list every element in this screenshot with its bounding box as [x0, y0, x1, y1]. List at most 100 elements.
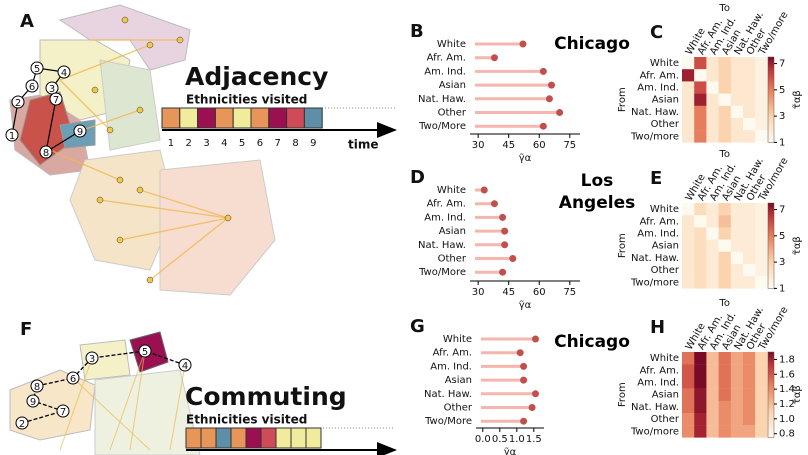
heat-cell — [694, 276, 707, 289]
row-label: Other — [651, 265, 680, 276]
heat-cell — [706, 105, 719, 119]
heat-cell — [706, 364, 719, 377]
colorbar-tick-label: 3 — [779, 257, 785, 268]
heat-cell — [743, 413, 756, 426]
dot — [520, 362, 528, 370]
dot — [499, 213, 507, 221]
heat-cell — [718, 57, 731, 70]
category-label: Am. Ind. — [424, 212, 466, 223]
strip-cell — [214, 107, 234, 129]
heat-cell — [694, 388, 707, 401]
map-node — [138, 344, 152, 358]
map-node — [73, 124, 87, 138]
heat-cell — [718, 400, 731, 414]
dot — [520, 376, 528, 384]
heat-cell — [694, 413, 707, 426]
dot — [501, 227, 509, 235]
heat-cell — [743, 352, 756, 365]
heat-cell — [706, 93, 719, 106]
map-node — [25, 79, 39, 93]
heat-cell — [682, 57, 695, 70]
heat-cell — [730, 203, 744, 216]
x-tick-label: 1.0 — [509, 434, 525, 445]
heat-cell — [682, 251, 695, 265]
step-label: 7 — [275, 138, 281, 149]
x-axis-label: γ̃α — [519, 299, 532, 311]
category-label: Other — [438, 254, 467, 265]
panel-letter: G — [410, 316, 425, 337]
heat-cell — [730, 376, 744, 389]
map-node — [39, 145, 53, 159]
heat-cell — [755, 352, 768, 365]
city-title: Chicago — [554, 332, 630, 352]
row-label: Am. Ind. — [637, 229, 679, 240]
heat-cell — [706, 239, 719, 252]
category-label: Asian — [439, 226, 466, 237]
strip-cell — [179, 107, 199, 129]
step-label: 5 — [239, 138, 245, 149]
commuting-timeline — [186, 427, 397, 455]
heat-cell — [755, 81, 768, 94]
dot — [490, 200, 498, 208]
heat-cell — [718, 388, 731, 401]
heat-cell — [755, 105, 768, 119]
heat-cell — [706, 227, 719, 240]
row-label: Two/more — [630, 277, 679, 288]
map-node — [49, 92, 63, 106]
heat-cell — [755, 227, 768, 240]
heat-cell — [718, 130, 731, 143]
colorbar-tick-label: 1 — [779, 137, 785, 148]
panel-letter: C — [650, 22, 663, 43]
heat-cell — [743, 69, 756, 82]
category-label: White — [443, 334, 472, 345]
map-node-label: 8 — [34, 382, 40, 393]
category-label: White — [437, 185, 466, 196]
colorbar-tick-label: 1.4 — [779, 384, 795, 395]
heat-cell — [706, 425, 719, 438]
heat-cell — [730, 413, 744, 426]
dot — [509, 255, 517, 262]
heat-cell — [730, 352, 744, 365]
heat-cell — [743, 251, 756, 265]
heat-cell — [682, 130, 695, 143]
map-node — [57, 65, 71, 79]
heat-cell — [730, 264, 744, 277]
section-subtitle: Ethnicities visited — [186, 93, 307, 107]
section-title: Commuting — [185, 382, 347, 411]
heat-cell — [743, 57, 756, 70]
heat-cell — [682, 264, 695, 277]
row-label: Nat. Haw. — [631, 402, 679, 413]
heat-cell — [694, 105, 707, 119]
heat-cell — [706, 215, 719, 228]
axis-label: time — [348, 138, 379, 152]
heat-cell — [682, 93, 695, 106]
heat-cell — [718, 425, 731, 438]
map-node — [85, 351, 99, 365]
heat-cell — [743, 215, 756, 228]
strip-cell — [286, 107, 305, 129]
map-node-label: 8 — [43, 148, 49, 159]
category-label: Asian — [439, 80, 466, 91]
x-tick-label: 30 — [472, 287, 485, 298]
heat-cell — [730, 57, 744, 70]
map-node — [15, 416, 29, 430]
heat-cell — [730, 425, 744, 438]
heat-cell — [755, 93, 768, 106]
heat-cell — [743, 425, 756, 438]
colorbar — [767, 202, 775, 289]
heat-cell — [718, 81, 731, 94]
dot — [545, 95, 553, 103]
heat-cell — [730, 93, 744, 106]
heat-cell — [682, 400, 695, 414]
colorbar-label: τ̃αβ — [791, 385, 803, 404]
heat-cell — [706, 264, 719, 277]
heat-cell — [718, 276, 731, 289]
heat-cell — [682, 388, 695, 401]
dot — [520, 417, 528, 425]
row-label: Am. Ind. — [637, 83, 679, 94]
heat-cell — [743, 239, 756, 252]
heat-cell — [718, 203, 731, 216]
colorbar-label: τ̃αβ — [791, 90, 803, 109]
colorbar-label: τ̃αβ — [791, 236, 803, 255]
row-label: White — [650, 58, 679, 69]
